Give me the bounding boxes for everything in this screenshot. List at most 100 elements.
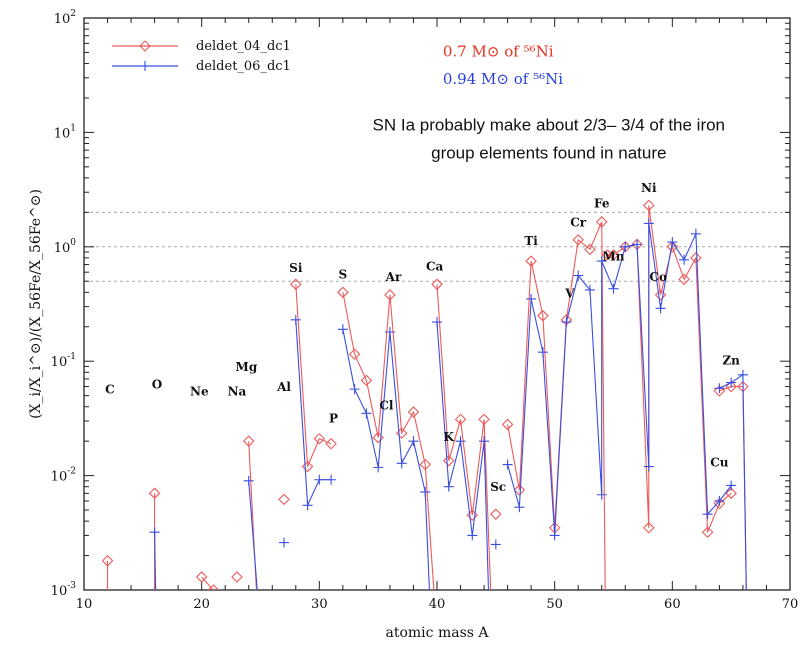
data-point [514, 502, 525, 513]
data-point [243, 475, 254, 486]
data-point [442, 454, 455, 467]
series-line [342, 329, 430, 590]
data-point [207, 584, 220, 590]
data-point [290, 278, 302, 291]
element-label: Co [649, 270, 667, 284]
data-point [655, 303, 666, 314]
element-label: P [329, 412, 338, 426]
data-point [384, 289, 396, 301]
series-line [295, 319, 332, 506]
data-point [573, 270, 584, 281]
data-point [726, 377, 737, 388]
data-point [726, 480, 737, 491]
y-tick-label: 100 [54, 238, 77, 256]
data-point [607, 249, 620, 261]
data-point [725, 380, 737, 393]
legend-label: deldet_04_dc1 [196, 39, 291, 54]
data-point [690, 252, 702, 264]
annotation-text: 0.94 M⊙ of ⁵⁶Ni [443, 70, 563, 88]
data-point [490, 508, 502, 520]
data-point [584, 284, 595, 295]
data-point [360, 374, 373, 387]
series-line [607, 205, 732, 533]
data-point [373, 462, 384, 473]
data-point [384, 326, 395, 337]
series-layer [101, 199, 749, 590]
y-tick-label: 10-2 [51, 467, 76, 485]
data-point [479, 436, 490, 447]
data-point [290, 314, 301, 325]
axis-ticks: 10 20 30 40 50 60 70 10-3 10-2 10-1 100 101 102 [51, 9, 798, 612]
data-point [572, 234, 584, 246]
y-tick-label: 10-3 [51, 581, 77, 599]
data-point [601, 249, 614, 261]
data-point [678, 273, 690, 286]
data-point [596, 489, 607, 500]
x-tick-label: 10 [76, 597, 93, 612]
data-point [432, 317, 442, 328]
x-tick-label: 30 [311, 597, 328, 612]
data-point [608, 283, 619, 294]
series-line [342, 292, 435, 590]
legend: deldet_04_dc1 deldet_06_dc1 [112, 39, 291, 74]
annotation-text: group elements found in nature [431, 144, 666, 163]
data-point [302, 500, 313, 511]
element-label: Ni [641, 181, 657, 195]
data-point [584, 243, 596, 256]
data-point [348, 348, 361, 361]
legend-swatch-marker [140, 61, 150, 71]
data-point [408, 436, 419, 447]
x-tick-label: 40 [429, 597, 446, 612]
data-point [419, 458, 432, 471]
data-point [737, 369, 748, 380]
element-label: Cr [570, 216, 587, 230]
element-label: Al [276, 380, 291, 394]
data-point [702, 509, 713, 520]
element-label: Ti [524, 234, 538, 248]
data-point [714, 383, 725, 394]
data-point [643, 461, 654, 472]
data-point [561, 317, 572, 328]
data-point [537, 309, 549, 322]
data-point [537, 347, 548, 358]
data-point [596, 256, 607, 267]
data-point [478, 413, 490, 426]
series-line [248, 480, 258, 590]
data-point [231, 571, 243, 583]
legend-label: deldet_06_dc1 [196, 59, 291, 74]
series-2 [149, 218, 748, 590]
series-line [436, 321, 490, 590]
data-point [643, 218, 654, 229]
element-label: K [444, 430, 455, 444]
element-label: Sc [490, 480, 506, 494]
annotations: 0.7 M⊙ of ⁵⁶Ni 0.94 M⊙ of ⁵⁶Ni SN Ia proba… [373, 43, 726, 163]
data-point [301, 460, 314, 473]
data-point [149, 527, 160, 538]
element-label: Mn [602, 249, 624, 263]
data-point [549, 530, 560, 541]
data-point [643, 521, 655, 534]
data-point [431, 278, 443, 291]
data-point [466, 509, 479, 522]
legend-entry: deldet_06_dc1 [112, 59, 291, 74]
element-label: Ca [426, 260, 444, 274]
data-point [372, 431, 384, 444]
data-point [420, 486, 431, 497]
data-point [725, 487, 737, 500]
data-point [643, 199, 655, 212]
data-point [326, 474, 337, 485]
data-point [195, 571, 208, 583]
element-label: Cl [379, 398, 394, 412]
data-point [467, 530, 478, 541]
data-point [654, 289, 667, 301]
element-label: Cu [710, 456, 729, 470]
data-point [349, 384, 360, 395]
data-point [490, 539, 501, 550]
series-line [436, 284, 492, 590]
annotation-text: SN Ia probably make about 2/3– 3/4 of th… [373, 115, 726, 134]
data-point [632, 239, 643, 250]
data-point [337, 286, 349, 299]
data-point [667, 237, 678, 248]
data-point [407, 406, 420, 418]
element-label: Na [228, 385, 247, 399]
